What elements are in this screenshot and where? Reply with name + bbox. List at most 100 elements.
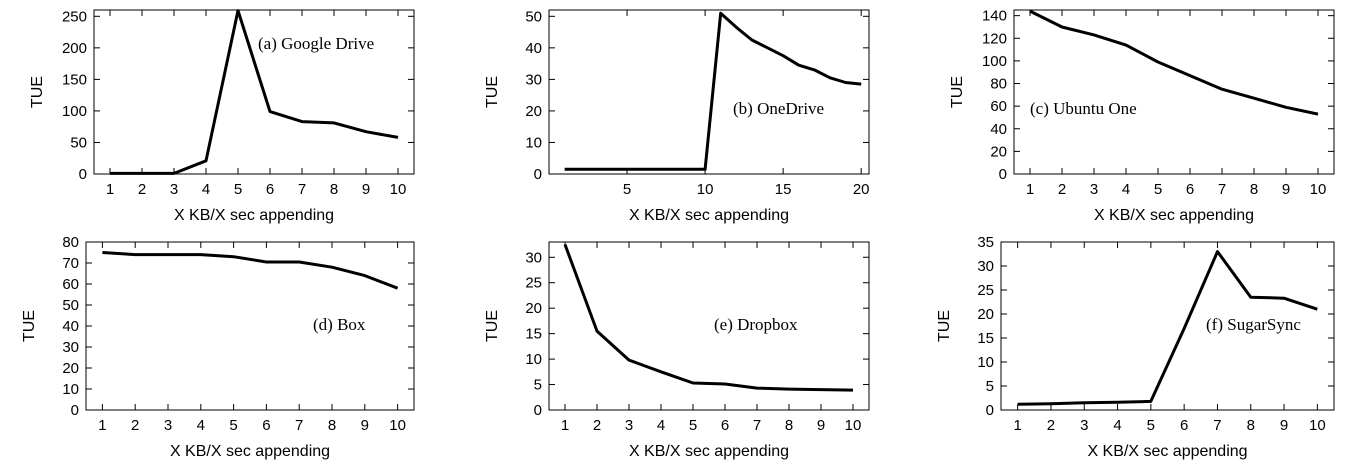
series-line	[1017, 250, 1318, 406]
x-tick-label: 2	[1047, 417, 1055, 434]
x-axis-label: X KB/X sec appending	[1094, 207, 1254, 224]
panel-title: (f) SugarSync	[1206, 315, 1301, 334]
x-tick-label: 5	[1147, 417, 1155, 434]
y-axis-label: TUE	[29, 76, 46, 108]
x-tick-label: 7	[1218, 181, 1226, 198]
plot-frame	[1013, 9, 1335, 175]
x-tick-label: 6	[1186, 181, 1194, 198]
y-tick-label: 40	[990, 121, 1007, 138]
y-tick-label: 0	[79, 166, 87, 183]
y-tick-label: 5	[534, 377, 542, 394]
x-tick-label: 7	[753, 417, 761, 434]
y-tick-label: 30	[977, 258, 994, 275]
y-tick-label: 120	[982, 30, 1007, 47]
panel-title: (c) Ubuntu One	[1030, 99, 1137, 118]
series-line	[102, 251, 399, 290]
y-axis-label: TUE	[484, 310, 501, 342]
x-tick-label: 8	[330, 181, 338, 198]
x-tick-label: 3	[1090, 181, 1098, 198]
chart-panel-4: 1 2 3 4 5 6 7 8 9 10 0 10 20 30 40 50 60 70 80 X KB/X sec a…	[21, 234, 415, 460]
y-tick-label: 20	[525, 300, 542, 317]
y-tick-label: 35	[977, 234, 994, 251]
x-tick-label: 15	[775, 181, 792, 198]
x-tick-label: 7	[1213, 417, 1221, 434]
y-tick-label: 100	[982, 53, 1007, 70]
y-tick-label: 100	[62, 103, 87, 120]
x-tick-label: 7	[298, 181, 306, 198]
x-tick-label: 4	[657, 417, 665, 434]
x-tick-label: 1	[1013, 417, 1021, 434]
x-tick-label: 1	[106, 181, 114, 198]
x-tick-label: 4	[197, 417, 205, 434]
x-tick-label: 10	[697, 181, 714, 198]
x-tick-label: 2	[1058, 181, 1066, 198]
x-tick-label: 1	[98, 417, 106, 434]
x-tick-label: 1	[1026, 181, 1034, 198]
x-axis-label: X KB/X sec appending	[629, 207, 789, 224]
y-tick-label: 40	[62, 318, 79, 335]
y-axis-label: TUE	[949, 76, 966, 108]
y-tick-label: 10	[977, 354, 994, 371]
x-tick-label: 10	[1310, 181, 1327, 198]
y-axis-label: TUE	[21, 310, 38, 342]
x-tick-label: 6	[1180, 417, 1188, 434]
y-tick-label: 70	[62, 255, 79, 272]
y-tick-label: 15	[977, 330, 994, 347]
y-tick-label: 0	[534, 402, 542, 419]
y-tick-label: 150	[62, 71, 87, 88]
x-tick-label: 2	[138, 181, 146, 198]
plot-frame	[1000, 241, 1335, 411]
y-tick-label: 80	[990, 76, 1007, 93]
y-tick-label: 30	[525, 249, 542, 266]
x-tick-label: 9	[1280, 417, 1288, 434]
y-tick-label: 50	[62, 297, 79, 314]
y-tick-label: 20	[977, 306, 994, 323]
x-tick-label: 3	[170, 181, 178, 198]
x-tick-label: 4	[202, 181, 210, 198]
y-axis-label: TUE	[484, 76, 501, 108]
y-tick-label: 40	[525, 40, 542, 57]
x-tick-label: 2	[593, 417, 601, 434]
x-tick-label: 8	[785, 417, 793, 434]
x-tick-label: 8	[328, 417, 336, 434]
panel-title: (b) OneDrive	[733, 99, 824, 118]
y-tick-label: 200	[62, 40, 87, 57]
x-tick-label: 6	[262, 417, 270, 434]
x-tick-label: 6	[721, 417, 729, 434]
x-tick-label: 1	[561, 417, 569, 434]
y-tick-label: 60	[990, 98, 1007, 115]
y-tick-label: 0	[999, 166, 1007, 183]
x-axis-label: X KB/X sec appending	[174, 207, 334, 224]
chart-panel-2: 5 10 15 20 0 10 20 30 40 50 X KB/X sec appending TU…	[484, 8, 870, 224]
x-tick-label: 3	[164, 417, 172, 434]
plot-frame	[93, 9, 415, 175]
y-tick-label: 80	[62, 234, 79, 251]
x-tick-label: 5	[229, 417, 237, 434]
x-tick-label: 8	[1247, 417, 1255, 434]
x-tick-label: 4	[1122, 181, 1130, 198]
y-tick-label: 140	[982, 8, 1007, 25]
panel-title: (d) Box	[313, 315, 366, 334]
series-line	[1029, 9, 1319, 116]
x-tick-label: 3	[625, 417, 633, 434]
x-tick-label: 10	[845, 417, 862, 434]
y-axis-label: TUE	[936, 310, 953, 342]
x-tick-label: 6	[266, 181, 274, 198]
x-tick-label: 7	[295, 417, 303, 434]
y-tick-label: 25	[525, 275, 542, 292]
panel-title: (a) Google Drive	[258, 34, 374, 53]
x-tick-label: 10	[1309, 417, 1326, 434]
y-tick-label: 30	[525, 71, 542, 88]
x-tick-label: 5	[689, 417, 697, 434]
series-line	[564, 11, 862, 171]
x-tick-label: 20	[853, 181, 870, 198]
x-axis-label: X KB/X sec appending	[629, 443, 789, 460]
y-tick-label: 10	[525, 134, 542, 151]
y-tick-label: 25	[977, 282, 994, 299]
y-tick-label: 15	[525, 326, 542, 343]
series-line	[563, 243, 854, 392]
y-tick-label: 50	[70, 134, 87, 151]
y-tick-label: 250	[62, 8, 87, 25]
x-axis-label: X KB/X sec appending	[1087, 443, 1247, 460]
